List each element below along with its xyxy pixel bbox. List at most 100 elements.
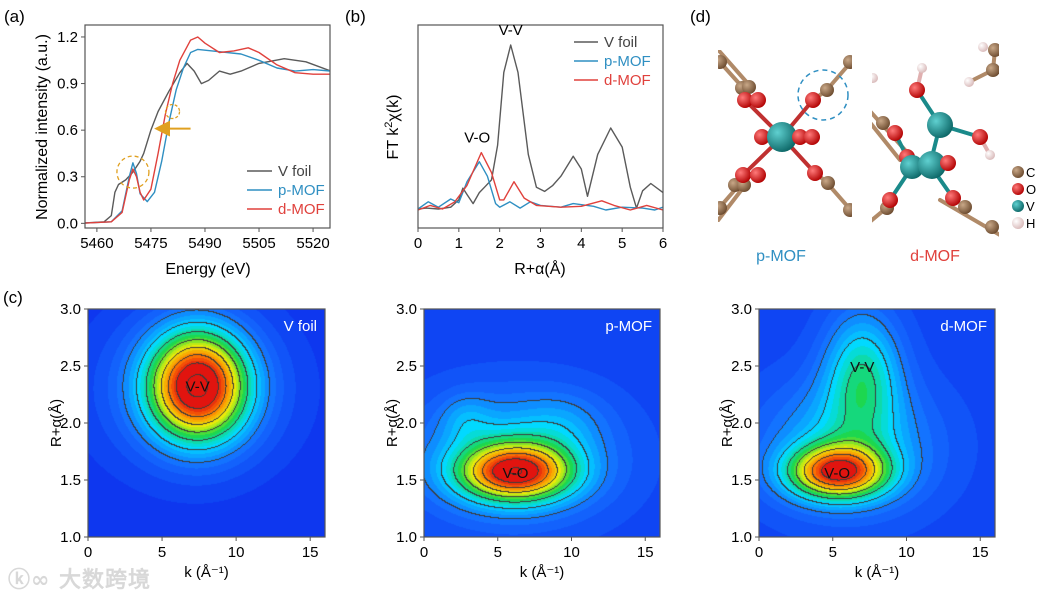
oxygen-atom — [750, 92, 766, 108]
oxygen-atom — [792, 129, 808, 145]
y-axis-label: FT k2χ(k) — [383, 95, 402, 160]
oxygen-atom — [945, 190, 961, 206]
heatmap-p-mof — [424, 309, 660, 537]
y-tick-label: 0.6 — [57, 122, 78, 139]
p-mof-label: p-MOF — [756, 248, 806, 265]
legend-label-v-foil: V foil — [604, 34, 637, 51]
structure-models: p-MOF d-MOF C O V H — [718, 42, 1036, 265]
y-tick-label: 3.0 — [396, 301, 417, 318]
bond-label-v-v: V-V — [186, 378, 210, 395]
legend: V foil p-MOF d-MOF — [247, 163, 325, 218]
edge-highlight — [164, 103, 181, 120]
oxygen-atom — [804, 129, 820, 145]
x-tick-label: 2 — [495, 235, 503, 252]
y-tick-label: 2.5 — [396, 358, 417, 375]
series-group — [85, 36, 330, 224]
oxygen-atom — [805, 92, 821, 108]
y-tick-label: 0.3 — [57, 169, 78, 186]
bond-label-v-v: V-V — [850, 359, 874, 376]
x-tick-label: 0 — [420, 544, 428, 561]
y-tick-label: 1.0 — [731, 529, 752, 546]
y-tick-label: 1.2 — [57, 29, 78, 46]
x-tick-label: 5 — [829, 544, 837, 561]
legend-label-v: V — [1026, 199, 1035, 214]
y-tick-label: 2.5 — [731, 358, 752, 375]
d-mof-label: d-MOF — [910, 248, 960, 265]
y-tick-label: 1.0 — [60, 529, 81, 546]
series-line-v-foil — [85, 58, 330, 224]
x-tick-label: 10 — [898, 544, 915, 561]
hydrogen-atom-icon — [1012, 217, 1024, 229]
oxygen-atom — [882, 192, 898, 208]
y-tick-label: 3.0 — [731, 301, 752, 318]
y-tick-label: 0.0 — [57, 215, 78, 232]
series-line-v-foil — [417, 44, 664, 210]
carbon-atom — [820, 83, 834, 97]
x-tick-label: 4 — [577, 235, 585, 252]
watermark-text: 大数跨境 — [59, 568, 152, 593]
watermark: ⓚ∞ 大数跨境 — [8, 562, 151, 594]
peak-label-v-o: V-O — [464, 130, 490, 147]
hydrogen-atom — [985, 150, 995, 160]
legend-label-o: O — [1026, 182, 1036, 197]
oxygen-atom — [887, 125, 903, 141]
y-tick-label: 1.5 — [731, 472, 752, 489]
carbon-atom — [718, 201, 727, 215]
panel-title: d-MOF — [940, 318, 987, 335]
x-tick-label: 10 — [563, 544, 580, 561]
oxygen-atom — [735, 167, 751, 183]
carbon-atom — [876, 116, 890, 130]
wavelet-panel-p-mof: 0 5 10 15 1.0 1.5 2.0 2.5 3.0 k (Å⁻¹) R+α(Å) p-MOF V… — [384, 301, 661, 581]
bond-label-v-o: V-O — [824, 465, 850, 482]
x-tick-label: 5520 — [296, 235, 329, 252]
x-tick-label: 3 — [536, 235, 544, 252]
x-tick-label: 5 — [618, 235, 626, 252]
x-tick-label: 5460 — [80, 235, 113, 252]
bond — [718, 50, 752, 88]
legend-label-d-mof: d-MOF — [604, 72, 651, 89]
bond — [872, 121, 902, 162]
oxygen-atom — [909, 82, 925, 98]
panel-title: p-MOF — [605, 318, 652, 335]
y-axis-label: R+α(Å) — [384, 399, 401, 447]
carbon-atom — [985, 220, 999, 234]
oxygen-atom — [807, 165, 823, 181]
panel-label-d: (d) — [690, 7, 711, 26]
y-tick-label: 0.9 — [57, 76, 78, 93]
carbon-atom — [718, 55, 727, 69]
series-line-p-mof — [85, 48, 330, 224]
x-tick-label: 5490 — [188, 235, 221, 252]
x-axis-label: Energy (eV) — [165, 261, 250, 278]
highlight-circle — [797, 69, 849, 121]
x-tick-label: 0 — [414, 235, 422, 252]
carbon-atom — [821, 176, 835, 190]
vanadium-atom — [927, 112, 953, 138]
x-axis-label: R+α(Å) — [514, 259, 565, 278]
plot-frame — [87, 308, 326, 538]
wavelet-panel-d-mof: 0 5 10 15 1.0 1.5 2.0 2.5 3.0 k (Å⁻¹) R+α(Å) d-MOF V… — [719, 301, 996, 581]
plot-frame — [423, 308, 661, 538]
wavelet-transform-charts: 0 5 10 15 1.0 1.5 2.0 2.5 3.0 k (Å⁻¹) R+α(Å) V foil… — [48, 301, 996, 581]
x-tick-label: 6 — [659, 235, 667, 252]
y-axis-label: R+α(Å) — [48, 399, 65, 447]
y-axis-label: Normalized intensity (a.u.) — [34, 34, 51, 220]
carbon-atom — [958, 200, 972, 214]
hydrogen-atom — [872, 73, 878, 83]
vanadium-atom-icon — [1012, 200, 1024, 212]
x-tick-label: 5505 — [242, 235, 275, 252]
plot-frame — [758, 308, 996, 538]
hydrogen-atom — [978, 42, 988, 52]
x-axis-label: k (Å⁻¹) — [184, 564, 229, 581]
vanadium-atom — [918, 151, 946, 179]
x-tick-label: 15 — [302, 544, 319, 561]
legend: V foil p-MOF d-MOF — [574, 34, 651, 89]
heatmap-v-foil — [88, 309, 325, 537]
d-mof-structure — [872, 42, 999, 237]
vanadium-atom — [900, 155, 924, 179]
carbon-atom — [986, 63, 999, 77]
y-tick-label: 2.0 — [396, 415, 417, 432]
y-tick-label: 3.0 — [60, 301, 81, 318]
vanadium-atom — [767, 122, 797, 152]
oxygen-atom — [737, 92, 753, 108]
